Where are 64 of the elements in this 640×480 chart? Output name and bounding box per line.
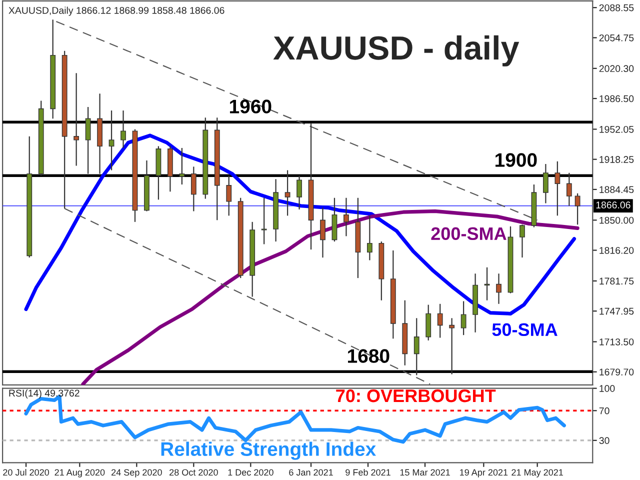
series-label: Relative Strength Index — [161, 442, 376, 460]
x-tick-label: 9 Feb 2021 — [346, 468, 390, 476]
candlestick — [284, 170, 290, 216]
x-tick-label: 28 Oct 2020 — [170, 469, 218, 476]
x-tick-label: 24 Sep 2020 — [112, 469, 162, 478]
candlestick — [426, 304, 432, 341]
y-tick-label: 1781.75 — [600, 278, 634, 285]
candlestick — [496, 273, 502, 304]
y-tick-label: 2020.30 — [599, 65, 634, 72]
x-tick-label: 21 Aug 2020 — [54, 469, 105, 478]
series-label: 200-SMA — [431, 227, 506, 240]
candlestick — [108, 110, 114, 171]
candlestick — [460, 300, 466, 336]
candlestick — [414, 318, 420, 376]
candlestick — [344, 197, 349, 237]
y-tick-label: 1816.20 — [600, 246, 634, 254]
line-series — [24, 134, 576, 316]
annotation: XAUUSD,Daily 1866.12 1868.99 1858.48 1866.06 — [8, 6, 224, 16]
candlestick — [520, 224, 525, 258]
candlestick — [554, 160, 560, 216]
ref-line-label: 1900 — [496, 153, 537, 167]
y-tick-label: 1952.05 — [600, 126, 634, 133]
line-series — [81, 209, 580, 385]
x-tick-label: 1 Dec 2020 — [228, 469, 274, 476]
y-tick-label: 1884.45 — [600, 186, 634, 194]
y-tick-label: 1679.70 — [600, 368, 634, 376]
candlestick — [120, 110, 126, 149]
x-tick-label: 21 May 2021 — [512, 469, 563, 478]
y-tick-label: 2054.75 — [599, 34, 634, 42]
ref-line-label: 1680 — [348, 349, 390, 363]
candlestick — [574, 192, 580, 226]
y-tick-label: 1713.50 — [600, 338, 634, 346]
candlestick — [543, 163, 548, 204]
annotation: RSI(14) 49.3762 — [9, 389, 80, 398]
ref-line-label: 70: OVERBOUGHT — [336, 389, 496, 402]
text: XAUUSD - daily — [273, 35, 520, 66]
x-tick-label: 15 Mar 2021 — [400, 469, 450, 476]
candlestick — [296, 175, 302, 210]
candlestick — [320, 207, 326, 258]
candlestick — [85, 106, 91, 174]
y-tick-label: 70 — [599, 407, 610, 414]
y-tick-label: 2088.55 — [599, 4, 634, 12]
candlestick — [449, 318, 455, 375]
candlestick — [484, 266, 490, 301]
ref-line-label: 1960 — [230, 100, 272, 114]
candlestick — [566, 172, 572, 206]
ref-line-label: 1866.06 — [596, 202, 630, 208]
y-tick-label: 1986.50 — [600, 95, 634, 102]
candlestick — [74, 72, 80, 166]
x-tick-label: 19 Apr 2021 — [460, 469, 508, 478]
candlestick — [190, 166, 196, 212]
candlestick — [261, 197, 267, 245]
series-label: 50-SMA — [492, 323, 558, 336]
y-tick-label: 100 — [600, 385, 615, 392]
candlestick — [226, 175, 232, 216]
candlestick — [366, 215, 372, 261]
candlestick — [179, 147, 185, 186]
x-tick-label: 20 Jul 2020 — [3, 468, 50, 476]
y-tick-label: 30 — [599, 437, 610, 444]
x-tick-label: 6 Jan 2021 — [289, 469, 333, 476]
y-tick-label: 1747.95 — [600, 308, 634, 315]
y-tick-label: 1850.00 — [600, 216, 634, 224]
candlestick — [437, 303, 443, 338]
y-tick-label: 1918.25 — [600, 156, 634, 163]
